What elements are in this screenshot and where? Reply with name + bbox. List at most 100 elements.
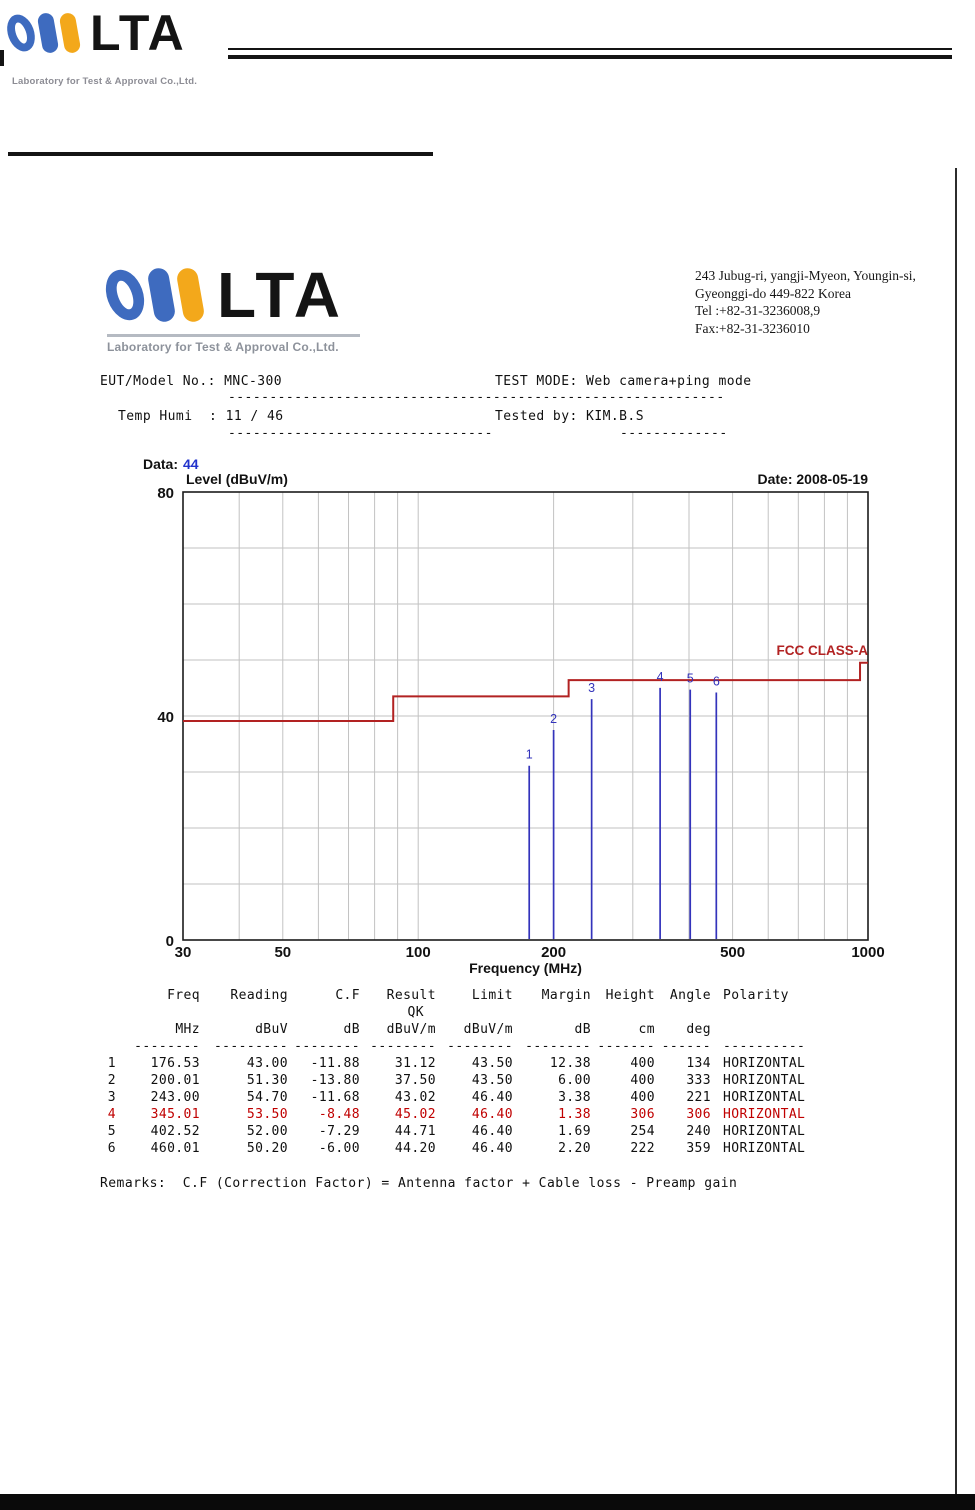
cell-freq: 402.52 [150,1124,200,1139]
measurement-table: Freq Reading C.F Result Limit Margin Hei… [100,987,823,1157]
info-divider: ------------- [620,426,728,441]
cell-empty [100,1004,360,1021]
peak-number-label: 3 [588,681,595,695]
peak-number-label: 1 [526,748,533,762]
cell-cf: -8.48 [318,1107,360,1122]
address-line: 243 Jubug-ri, yangji-Myeon, Youngin-si, [695,268,916,283]
scan-artifact [0,50,4,66]
measurement-row: 3 243.00 54.70 -11.68 43.02 46.40 3.38 400 221 HO… [100,1089,823,1106]
cell-height: 400 [630,1056,655,1071]
measurement-row: 4 345.01 53.50 -8.48 45.02 46.40 1.38 306 306 HOR… [100,1106,823,1123]
cell-angle: 134 [686,1056,711,1071]
separator: -------- [134,1039,200,1054]
limit-line-label: FCC CLASS-A [776,643,869,658]
cell-angle: 333 [686,1073,711,1088]
cell-no: 4 [107,1107,116,1122]
remarks-line: Remarks: C.F (Correction Factor) = Anten… [100,1176,738,1191]
lta-logo-mark [99,264,206,326]
cell-freq: 200.01 [150,1073,200,1088]
test-mode: TEST MODE: Web camera+ping mode [495,374,752,389]
emission-chart-canvas: 1 2 3 4 5 6 0 40 80 30 50 100 200 500 1000 [157,485,884,961]
address-line: Gyeonggi-do 449-822 Korea [695,285,851,301]
y-tick-label: 80 [157,485,174,502]
cell-empty [100,1021,116,1038]
cell-angle: 240 [686,1124,711,1139]
measurement-row: 6 460.01 50.20 -6.00 44.20 46.40 2.20 222 359 HOR… [100,1140,823,1157]
col-subheader-qk: QK [407,1005,424,1020]
cell-angle: 306 [686,1107,711,1122]
cell-limit: 46.40 [471,1090,513,1105]
header-rule-thin [228,48,952,50]
unit-reading: dBuV [255,1022,288,1037]
address-line: Tel :+82-31-3236008,9 [695,303,821,318]
lta-logo-large: LTA [99,263,344,327]
peak-number-label: 2 [550,712,557,726]
chart-date: Date: 2008-05-19 [757,471,868,487]
peak-number-label: 6 [713,674,720,688]
logo-blue-pill-icon [146,266,177,324]
cell-reading: 53.50 [246,1107,288,1122]
cell-margin: 6.00 [558,1073,591,1088]
cell-limit: 46.40 [471,1124,513,1139]
cell-result: 44.20 [394,1141,436,1156]
cell-polarity: HORIZONTAL [723,1124,806,1139]
cell-freq: 345.01 [150,1107,200,1122]
logo-yellow-pill-icon [175,266,206,324]
col-header-polarity: Polarity [723,988,789,1003]
x-tick-label: 50 [274,944,291,961]
logo-yellow-pill-icon [58,11,82,55]
cell-result: 43.02 [394,1090,436,1105]
cell-margin: 1.38 [558,1107,591,1122]
separator: --------- [213,1039,288,1054]
y-axis-title: Level (dBuV/m) [186,471,288,487]
cell-result: 45.02 [394,1107,436,1122]
x-tick-label: 500 [720,944,745,961]
cell-angle: 359 [686,1141,711,1156]
cell-polarity: HORIZONTAL [723,1056,806,1071]
emission-chart: 1 2 3 4 5 6 0 40 80 30 50 100 200 500 1000 Level (dBuV… [0,455,975,985]
col-header-angle: Angle [669,988,711,1003]
y-tick-label: 40 [157,709,174,726]
cell-result: 44.71 [394,1124,436,1139]
cell-freq: 176.53 [150,1056,200,1071]
page-right-border [955,168,957,1510]
cell-height: 306 [630,1107,655,1122]
cell-no: 6 [107,1141,116,1156]
cell-reading: 43.00 [246,1056,288,1071]
separator: -------- [447,1039,513,1054]
measurement-row: 2 200.01 51.30 -13.80 37.50 43.50 6.00 400 333 HO… [100,1072,823,1089]
cell-height: 222 [630,1141,655,1156]
cell-empty [100,987,116,1004]
cell-polarity: HORIZONTAL [723,1141,806,1156]
cell-reading: 51.30 [246,1073,288,1088]
cell-reading: 50.20 [246,1141,288,1156]
peak-number-label: 5 [687,672,694,686]
measurement-row: 1 176.53 43.00 -11.88 31.12 43.50 12.38 400 134 H… [100,1055,823,1072]
cell-no: 3 [107,1090,116,1105]
cell-height: 254 [630,1124,655,1139]
separator: -------- [294,1039,360,1054]
cell-cf: -13.80 [310,1073,360,1088]
logo-ring-icon [99,264,151,326]
x-axis-title: Frequency (MHz) [469,960,582,976]
col-header-limit: Limit [471,988,513,1003]
unit-limit: dBuV/m [463,1022,513,1037]
x-tick-label: 200 [541,944,566,961]
y-tick-label: 0 [166,933,174,950]
col-header-reading: Reading [230,988,288,1003]
unit-angle: deg [686,1022,711,1037]
unit-freq: MHz [175,1022,200,1037]
tested-by: Tested by: KIM.B.S [495,409,644,424]
unit-cf: dB [343,1022,360,1037]
cell-freq: 243.00 [150,1090,200,1105]
unit-height: cm [638,1022,655,1037]
cell-polarity: HORIZONTAL [723,1090,806,1105]
col-header-height: Height [605,988,655,1003]
cell-no: 1 [107,1056,116,1071]
col-header-margin: Margin [541,988,591,1003]
cell-polarity: HORIZONTAL [723,1073,806,1088]
separator: ---------- [723,1039,806,1054]
col-header-result: Result [386,988,436,1003]
col-header-freq: Freq [167,988,200,1003]
cell-polarity: HORIZONTAL [723,1107,806,1122]
